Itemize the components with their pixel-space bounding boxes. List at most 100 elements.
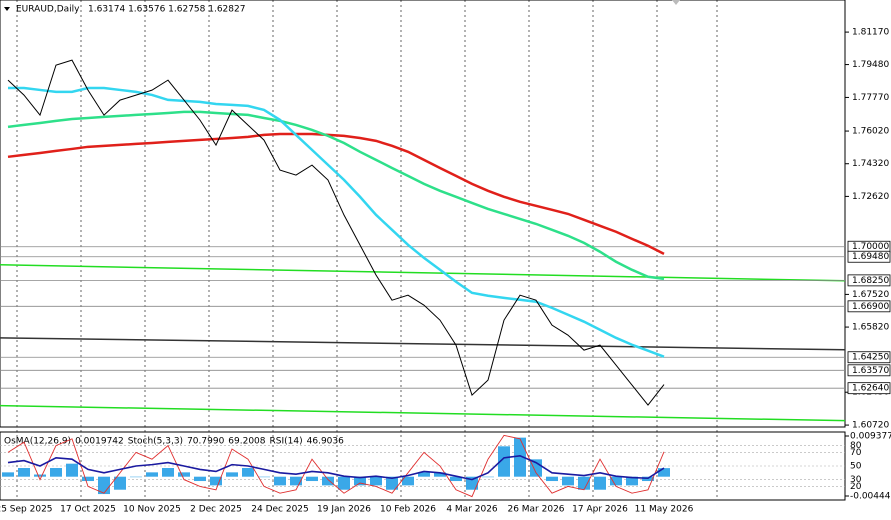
ohlc: 1.63174 1.63576 1.62758 1.62827 [88,5,245,15]
x-tick-label: 10 Feb 2026 [380,505,436,515]
x-tick-label: 24 Dec 2025 [251,505,309,515]
osma-bar [178,472,190,477]
osc-tick-label: 50 [850,462,862,472]
series-line [7,59,665,406]
osma-bar [50,468,62,477]
y-tick-label: 1.77770 [852,93,889,103]
y-tick-label: 1.72620 [852,192,889,202]
osma-bar [482,476,494,478]
osma-bar [434,472,446,477]
osma-bar [114,476,126,490]
osma-bar [466,476,478,490]
x-tick-label: 2 Dec 2025 [190,505,242,515]
osma-tick-label: 0.009377 [850,432,891,442]
y-tick-label: 1.60720 [852,421,889,431]
level-label: 1.69480 [852,252,889,262]
osma-bar [658,468,670,477]
osma-bar [322,476,334,486]
osma-bar [130,476,142,478]
level-label: 1.64250 [852,353,889,363]
series-line [7,110,665,281]
indicator-header: 69.2008 [228,437,265,447]
osma-bar [194,476,206,482]
osma-bar [162,468,174,477]
osma-bar [66,463,78,477]
x-tick-label: 10 Nov 2025 [123,505,181,515]
osma-bar [370,476,382,486]
y-tick-label: 1.76020 [852,127,889,137]
oscillator-line [7,454,665,481]
osma-bar [450,476,462,482]
chart-title: EURAUD,Daily [16,5,80,15]
level-label: 1.66900 [852,302,889,312]
osma-bar [546,476,558,482]
osma-bar [2,472,14,477]
indicator-header: OsMA(12,26,9) [4,437,71,447]
osma-bar [498,446,510,477]
level-box [847,351,891,364]
x-tick-label: 11 May 2026 [635,505,694,515]
osc-tick-label: 70 [850,448,862,458]
long-line [0,264,846,282]
level-box [847,382,891,395]
long-line [0,404,846,422]
main-pane [0,0,846,428]
osma-bar [386,476,398,490]
y-tick-label: 1.65820 [852,323,889,333]
osma-bar [82,476,94,482]
osma-bar [146,472,158,477]
y-tick-label: 1.81170 [852,28,889,38]
level-box [847,364,891,377]
osma-bar [514,437,526,477]
level-box [847,274,891,287]
series-line [7,132,665,255]
osc-tick-label: 20 [850,482,862,492]
x-tick-label: 4 Mar 2026 [446,505,498,515]
level-label: 1.70000 [852,242,889,252]
y-tick-label: 1.67520 [852,290,889,300]
osma-bar [578,476,590,490]
level-box [847,300,891,313]
osma-bar [242,468,254,477]
osma-bar [594,476,606,490]
osma-bar [226,472,238,477]
osc-tick-label: 30 [850,475,862,485]
osma-tick-label: -0.004449 [850,492,891,502]
osma-bar [290,476,302,486]
x-tick-label: 25 Sep 2025 [0,505,53,515]
y-tick-label: 1.74320 [852,159,889,169]
osma-bar [562,476,574,486]
indicator-header: 0.0019742 [75,437,124,447]
menu-arrow[interactable] [4,7,10,11]
osc-tick-label: 80 [850,441,862,451]
osma-bar [306,476,318,482]
osma-bar [210,476,222,486]
indicator-pane [0,431,846,501]
indicator-header: Stoch(5,3,3) [128,437,183,447]
long-line [0,337,846,351]
indicator-header: 46.9036 [307,437,344,447]
level-label: 1.68250 [852,276,889,286]
shift-marker[interactable] [672,0,680,5]
osma-bar [418,472,430,477]
x-tick-label: 17 Apr 2026 [572,505,628,515]
osma-bar [18,468,30,477]
osma-bar [258,476,270,478]
osma-bar [626,476,638,486]
osma-bar [274,476,286,486]
indicator-header: 70.7990 [187,437,224,447]
level-label: 1.62640 [852,384,889,394]
osma-bar [34,474,46,477]
indicator-header: RSI(14) [270,437,303,447]
osma-bar [338,476,350,490]
level-box [847,250,891,263]
osma-bar [402,476,414,486]
osma-bar [610,476,622,486]
oscillator-line [7,434,665,498]
x-tick-label: 26 Mar 2026 [507,505,564,515]
y-tick-label: 1.79480 [852,60,889,70]
x-tick-label: 17 Oct 2025 [60,505,116,515]
x-tick-label: 19 Jan 2026 [317,505,371,515]
series-line [8,86,665,358]
